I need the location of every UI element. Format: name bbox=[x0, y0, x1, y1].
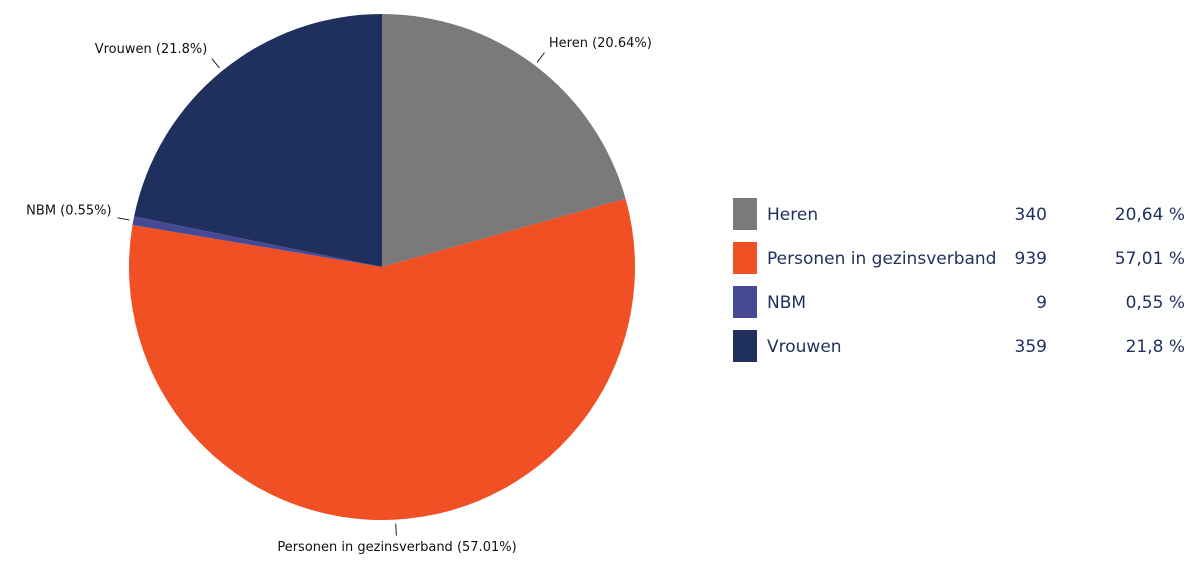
pie-slice bbox=[382, 14, 626, 267]
legend-percent: 0,55 % bbox=[1126, 293, 1185, 313]
label-line bbox=[211, 58, 220, 69]
label-line bbox=[536, 52, 545, 63]
legend-label: Heren bbox=[767, 205, 818, 225]
legend-label: Personen in gezinsverband bbox=[767, 249, 996, 269]
legend-swatch bbox=[733, 198, 757, 230]
legend-count: 340 bbox=[1015, 205, 1047, 225]
legend-swatch bbox=[733, 286, 757, 318]
legend-swatch bbox=[733, 330, 757, 362]
slice-label: Personen in gezinsverband (57.01%) bbox=[277, 540, 516, 555]
pie-slice bbox=[134, 14, 382, 267]
legend-label: NBM bbox=[767, 293, 806, 313]
label-line bbox=[395, 523, 397, 536]
slice-label: Heren (20.64%) bbox=[549, 36, 652, 51]
label-line bbox=[117, 217, 130, 221]
slice-label: Vrouwen (21.8%) bbox=[95, 42, 208, 57]
legend-count: 9 bbox=[1036, 293, 1047, 313]
legend-count: 939 bbox=[1015, 249, 1047, 269]
pie-slice bbox=[129, 198, 636, 520]
legend-swatch bbox=[733, 242, 757, 274]
legend-percent: 21,8 % bbox=[1126, 337, 1185, 357]
legend-percent: 57,01 % bbox=[1115, 249, 1185, 269]
legend-percent: 20,64 % bbox=[1115, 205, 1185, 225]
legend-count: 359 bbox=[1015, 337, 1047, 357]
slice-label: NBM (0.55%) bbox=[26, 204, 111, 219]
legend-label: Vrouwen bbox=[767, 337, 842, 357]
pie-slice bbox=[132, 216, 382, 267]
